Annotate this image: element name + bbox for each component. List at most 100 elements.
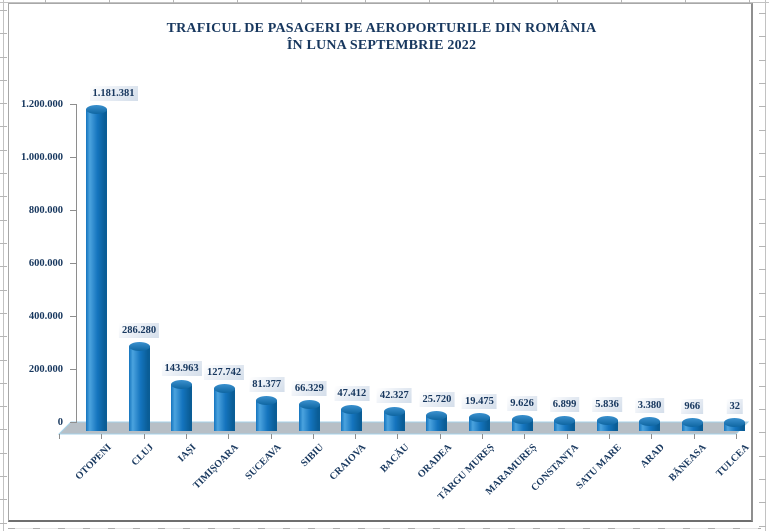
sheet-row-tick — [759, 269, 766, 270]
bar-timișoara[interactable] — [213, 388, 235, 431]
bar-top-cap — [596, 415, 618, 425]
bar-value-label: 127.742 — [204, 365, 245, 380]
bar-constanța[interactable] — [554, 420, 575, 431]
x-category-label[interactable]: CLUJ — [129, 442, 156, 469]
sheet-row-tick — [759, 223, 766, 224]
sheet-row-tick — [759, 130, 766, 131]
sheet-row-tick — [759, 479, 766, 480]
bar-sibiu[interactable] — [298, 404, 320, 431]
x-axis-tick — [270, 434, 272, 439]
y-axis-tick-label: 200.000 — [28, 364, 63, 375]
chart-title: TRAFICUL DE PASAGERI PE AEROPORTURILE DI… — [9, 20, 754, 54]
x-category-label[interactable]: SATU MARE — [574, 442, 624, 492]
sheet-gridline-top — [0, 2, 769, 3]
bar-value-label: 9.626 — [507, 396, 537, 411]
sheet-column-tick — [173, 0, 174, 4]
sheet-row-tick — [0, 313, 7, 314]
sheet-column-tick — [557, 0, 558, 4]
x-category-label[interactable]: SUCEAVA — [243, 442, 284, 483]
bar-value-label: 47.412 — [334, 386, 370, 401]
bar-arad[interactable] — [639, 421, 661, 431]
bar-value-label: 6.899 — [549, 397, 580, 412]
bar-top-cap — [86, 104, 107, 114]
sheet-row-tick — [0, 150, 7, 151]
y-axis-tick-label: 0 — [57, 417, 63, 428]
y-axis-tick-label: 800.000 — [28, 205, 63, 216]
y-axis-tick — [70, 157, 77, 158]
bar-cluj[interactable] — [128, 346, 150, 431]
sheet-row-tick — [0, 33, 7, 34]
sheet-column-tick — [237, 0, 238, 4]
sheet-row-tick — [0, 290, 7, 291]
bar-top-cap — [298, 399, 320, 409]
x-category-label[interactable]: TIMIȘOARA — [191, 442, 241, 492]
x-category-label[interactable]: IAȘI — [176, 442, 199, 465]
chart-frame: TRAFICUL DE PASAGERI PE AEROPORTURILE DI… — [8, 3, 753, 522]
bar-suceava[interactable] — [256, 400, 278, 431]
sheet-row-tick — [0, 173, 7, 174]
x-category-label[interactable]: BĂNEASA — [667, 442, 709, 484]
sheet-row-tick — [0, 523, 7, 524]
sheet-row-tick — [759, 60, 766, 61]
x-axis-tick — [524, 434, 526, 439]
bar-value-label: 66.329 — [291, 381, 327, 396]
sheet-row-tick — [759, 293, 766, 294]
sheet-row-tick — [0, 243, 7, 244]
x-axis-tick — [439, 434, 441, 439]
sheet-row-tick — [759, 83, 766, 84]
y-axis-tick — [70, 369, 77, 370]
sheet-row-tick — [0, 10, 7, 11]
x-category-label[interactable]: SIBIU — [298, 442, 326, 470]
y-axis-tick — [70, 263, 77, 264]
bar-satu-mare[interactable] — [596, 420, 618, 431]
bar-craiova[interactable] — [341, 409, 363, 431]
sheet-row-tick — [759, 106, 766, 107]
bar-bacău[interactable] — [383, 411, 405, 431]
x-axis-tick — [185, 434, 187, 439]
chart-title-line1: TRAFICUL DE PASAGERI PE AEROPORTURILE DI… — [166, 21, 597, 36]
bar-top-cap — [171, 379, 193, 389]
sheet-row-tick — [759, 36, 766, 37]
x-category-label[interactable]: ARAD — [638, 442, 667, 471]
plot-area: 0 200.000 400.000 600.000 800.000 1.000.000 1.… — [9, 4, 754, 523]
bar-top-cap — [468, 412, 490, 422]
sheet-row-tick — [0, 196, 7, 197]
bar-value-label: 25.720 — [419, 392, 455, 407]
sheet-column-tick — [621, 0, 622, 4]
sheet-row-tick — [759, 432, 766, 433]
x-axis-tick — [59, 434, 60, 439]
x-category-label[interactable]: OTOPENI — [73, 442, 114, 483]
x-category-label[interactable]: CRAIOVA — [327, 442, 369, 483]
sheet-row-tick — [0, 476, 7, 477]
sheet-row-tick — [0, 336, 7, 337]
sheet-column-tick — [493, 0, 494, 4]
bar-value-label: 5.836 — [592, 397, 622, 412]
sheet-column-tick — [45, 0, 46, 4]
bar-top-cap — [256, 395, 278, 405]
bar-băneasa[interactable] — [681, 422, 703, 431]
x-axis-tick — [312, 434, 314, 439]
bar-value-label: 42.327 — [376, 388, 412, 403]
bar-top-cap — [341, 404, 363, 414]
x-axis-tick — [397, 434, 399, 439]
sheet-row-tick — [759, 316, 766, 317]
x-category-label[interactable]: TULCEA — [714, 442, 752, 480]
y-axis-tick-label: 1.000.000 — [21, 152, 63, 163]
x-category-label[interactable]: BACĂU — [378, 442, 412, 475]
sheet-row-tick — [0, 453, 7, 454]
bar-top-cap — [213, 383, 235, 393]
sheet-column-tick — [301, 0, 302, 4]
x-category-label[interactable]: ORADEA — [415, 442, 454, 481]
sheet-row-tick — [0, 499, 7, 500]
bar-iași[interactable] — [171, 384, 193, 431]
bar-otopeni[interactable] — [86, 109, 107, 431]
x-axis-tick — [228, 434, 230, 439]
sheet-row-tick — [0, 429, 7, 430]
bar-tulcea[interactable] — [724, 422, 746, 431]
bar-value-label: 32 — [726, 399, 744, 414]
x-axis-tick — [143, 434, 145, 439]
sheet-gridline-left — [3, 0, 4, 531]
sheet-gridline-right — [765, 0, 766, 531]
y-axis-tick — [70, 104, 77, 105]
